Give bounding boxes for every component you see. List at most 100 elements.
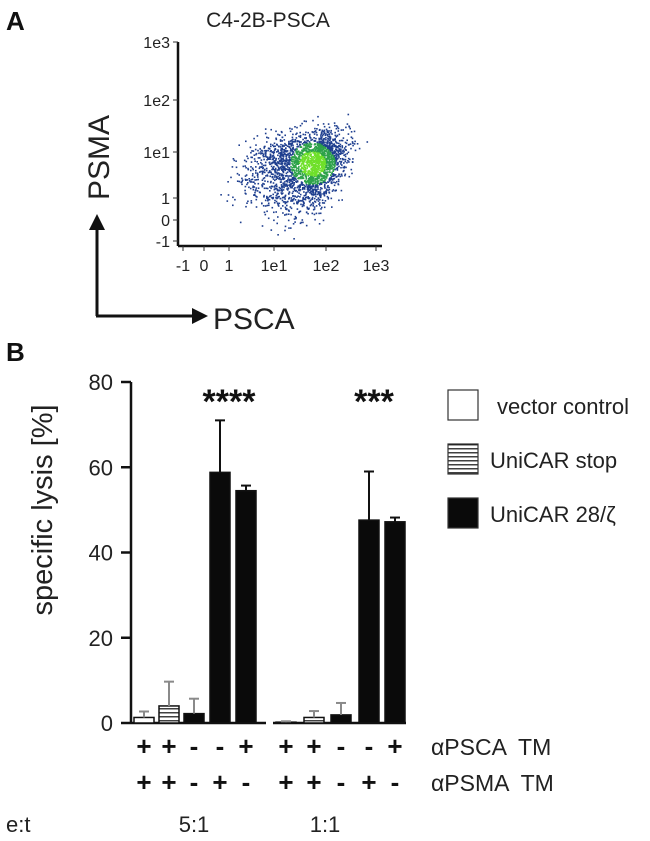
scatter-point	[295, 180, 297, 183]
scatter-point	[289, 140, 292, 142]
scatter-point	[273, 185, 276, 188]
scatter-point	[302, 163, 305, 165]
scatter-point	[315, 190, 318, 193]
scatter-point	[342, 152, 344, 154]
scatter-point	[284, 134, 286, 137]
scatter-point	[349, 143, 352, 145]
scatter-point	[341, 199, 343, 201]
scatter-point	[273, 219, 275, 222]
scatter-point	[275, 130, 277, 133]
scatter-point	[276, 171, 278, 173]
scatter-point	[316, 167, 318, 170]
scatter-point	[250, 151, 252, 154]
legend-swatch	[447, 443, 479, 475]
scatter-point	[314, 143, 316, 145]
scatter-point	[273, 165, 275, 168]
scatter-point	[316, 199, 318, 201]
scatter-point	[300, 154, 303, 157]
scatter-point	[280, 152, 283, 154]
scatter-point	[318, 140, 320, 143]
scatter-point	[281, 187, 283, 189]
scatter-point	[277, 133, 279, 136]
scatter-point	[247, 157, 249, 160]
scatter-point	[308, 200, 311, 203]
scatter-point	[299, 199, 302, 202]
scatter-point	[306, 160, 308, 162]
scatter-point	[263, 196, 265, 198]
scatter-point	[337, 157, 339, 160]
scatter-point	[233, 159, 236, 162]
scatter-point	[322, 169, 324, 171]
scatter-point	[282, 171, 285, 174]
scatter-point	[330, 157, 333, 159]
scatter-x-tick-label: 1e1	[261, 258, 288, 275]
scatter-point	[311, 138, 314, 141]
scatter-point	[340, 160, 343, 163]
scatter-point	[325, 150, 327, 152]
scatter-point	[291, 139, 293, 142]
scatter-point	[304, 194, 307, 197]
scatter-point	[317, 198, 320, 200]
scatter-point	[255, 166, 257, 168]
scatter-point	[314, 171, 316, 174]
scatter-point	[336, 166, 339, 169]
scatter-point	[323, 191, 325, 194]
scatter-point	[304, 198, 307, 201]
scatter-point	[282, 201, 285, 203]
scatter-point	[331, 168, 334, 170]
scatter-point	[335, 189, 337, 192]
scatter-point	[268, 156, 270, 159]
scatter-point	[287, 219, 290, 222]
scatter-point	[338, 173, 341, 176]
scatter-point	[247, 200, 249, 203]
scatter-point	[312, 205, 314, 207]
scatter-point	[315, 171, 317, 174]
scatter-point	[291, 166, 293, 169]
scatter-point	[294, 221, 296, 223]
scatter-point	[353, 143, 356, 145]
scatter-point	[327, 198, 330, 200]
scatter-point	[333, 158, 335, 161]
scatter-point	[329, 143, 331, 146]
scatter-point	[307, 212, 309, 215]
scatter-point	[279, 173, 281, 175]
scatter-point	[277, 157, 280, 160]
scatter-point	[329, 158, 331, 160]
scatter-point	[307, 152, 310, 154]
scatter-point	[296, 140, 298, 143]
scatter-point	[275, 187, 277, 190]
scatter-point	[283, 152, 286, 154]
scatter-point	[325, 161, 328, 163]
scatter-point	[295, 160, 298, 163]
scatter-point	[325, 173, 328, 175]
scatter-point	[249, 146, 252, 149]
scatter-point	[261, 225, 264, 227]
scatter-point	[278, 178, 280, 180]
scatter-point	[281, 131, 283, 134]
scatter-point	[286, 181, 289, 183]
scatter-point	[276, 176, 278, 179]
scatter-point	[316, 180, 319, 183]
scatter-x-tick-label: 0	[200, 258, 209, 275]
scatter-point	[316, 183, 318, 186]
psma-axis-name: PSMA	[83, 115, 116, 200]
scatter-point	[317, 180, 320, 182]
scatter-point	[286, 208, 288, 210]
scatter-point	[275, 151, 278, 153]
scatter-point	[305, 174, 307, 177]
scatter-point	[312, 152, 314, 154]
scatter-point	[273, 142, 276, 145]
scatter-point	[336, 126, 339, 128]
scatter-point	[310, 139, 312, 141]
scatter-point	[276, 192, 279, 195]
scatter-point	[261, 163, 263, 165]
scatter-point	[322, 219, 325, 222]
scatter-point	[320, 162, 322, 165]
scatter-point	[343, 154, 345, 156]
scatter-point	[334, 182, 337, 184]
apsma-sign: -	[190, 767, 199, 797]
scatter-point	[301, 172, 304, 175]
scatter-point	[298, 155, 301, 157]
scatter-point	[302, 177, 305, 180]
scatter-point	[325, 128, 328, 131]
